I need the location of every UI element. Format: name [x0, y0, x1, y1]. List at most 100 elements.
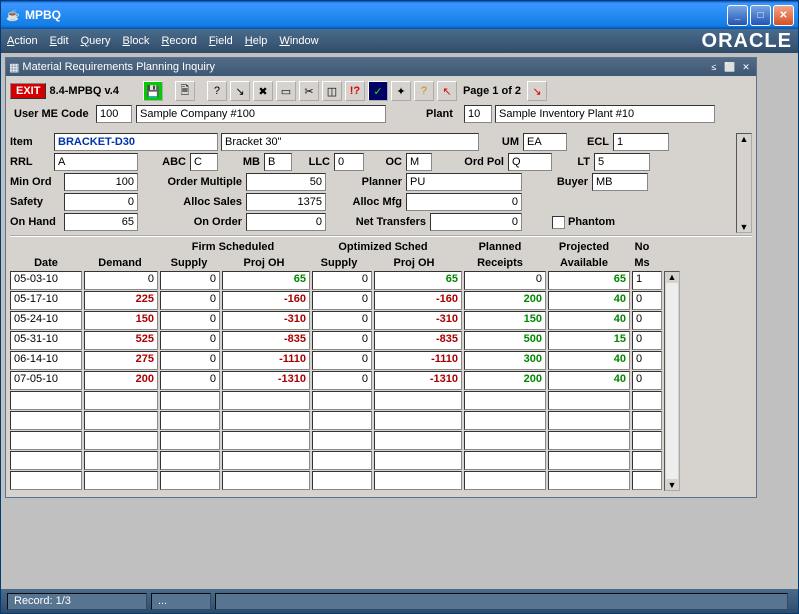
table-cell[interactable]	[312, 411, 372, 430]
table-cell[interactable]: 0	[632, 291, 662, 310]
menu-window[interactable]: Window	[279, 35, 318, 47]
allocsales-input[interactable]	[246, 193, 326, 211]
tb-clear-button[interactable]: ✂	[299, 81, 319, 101]
table-cell[interactable]: -1310	[374, 371, 462, 390]
tb-chart-button[interactable]: ◫	[322, 81, 342, 101]
table-cell[interactable]: 40	[548, 351, 630, 370]
item-desc-input[interactable]	[221, 133, 479, 151]
table-cell[interactable]	[548, 391, 630, 410]
menu-help[interactable]: Help	[245, 35, 268, 47]
table-cell[interactable]: 200	[464, 371, 546, 390]
safety-input[interactable]	[64, 193, 138, 211]
table-row[interactable]: 05-17-102250-1600-160200400	[10, 291, 664, 310]
menu-record[interactable]: Record	[161, 35, 196, 47]
menu-edit[interactable]: Edit	[50, 35, 69, 47]
table-cell[interactable]	[160, 411, 220, 430]
table-cell[interactable]: 0	[160, 271, 220, 290]
table-cell[interactable]: 0	[160, 311, 220, 330]
plant-name-input[interactable]	[495, 105, 715, 123]
table-cell[interactable]: -835	[222, 331, 310, 350]
table-cell[interactable]: 0	[632, 311, 662, 330]
tb-next-page-button[interactable]: ↘	[527, 81, 547, 101]
menu-query[interactable]: Query	[81, 35, 111, 47]
menu-field[interactable]: Field	[209, 35, 233, 47]
table-row[interactable]	[10, 411, 664, 430]
company-input[interactable]	[136, 105, 386, 123]
minimize-button[interactable]: _	[727, 5, 748, 26]
abc-input[interactable]	[190, 153, 218, 171]
table-cell[interactable]	[374, 431, 462, 450]
table-cell[interactable]: 05-17-10	[10, 291, 82, 310]
table-cell[interactable]: 07-05-10	[10, 371, 82, 390]
table-cell[interactable]	[84, 411, 158, 430]
item-input[interactable]	[54, 133, 218, 151]
rrl-input[interactable]	[54, 153, 138, 171]
tb-q-button[interactable]: ?	[414, 81, 434, 101]
table-cell[interactable]	[160, 431, 220, 450]
table-cell[interactable]	[464, 391, 546, 410]
table-cell[interactable]	[10, 471, 82, 490]
maximize-button[interactable]: □	[750, 5, 771, 26]
table-cell[interactable]	[632, 391, 662, 410]
table-row[interactable]	[10, 391, 664, 410]
table-cell[interactable]: -1310	[222, 371, 310, 390]
table-cell[interactable]	[464, 431, 546, 450]
table-cell[interactable]: 150	[464, 311, 546, 330]
table-cell[interactable]	[10, 391, 82, 410]
table-cell[interactable]	[222, 451, 310, 470]
table-cell[interactable]: 0	[632, 371, 662, 390]
item-scrollbar[interactable]: ▲▼	[736, 133, 752, 233]
table-cell[interactable]: 05-31-10	[10, 331, 82, 350]
table-cell[interactable]	[548, 451, 630, 470]
table-cell[interactable]: -835	[374, 331, 462, 350]
exit-button[interactable]: EXIT	[10, 83, 46, 99]
table-cell[interactable]	[464, 471, 546, 490]
menu-action[interactable]: Action	[7, 35, 38, 47]
onhand-input[interactable]	[64, 213, 138, 231]
table-cell[interactable]	[84, 451, 158, 470]
tb-qq-button[interactable]: !?	[345, 81, 365, 101]
table-cell[interactable]: 1	[632, 271, 662, 290]
table-cell[interactable]	[10, 451, 82, 470]
allocmfg-input[interactable]	[406, 193, 522, 211]
table-cell[interactable]	[632, 411, 662, 430]
onorder-input[interactable]	[246, 213, 326, 231]
table-cell[interactable]	[548, 431, 630, 450]
table-cell[interactable]: 40	[548, 291, 630, 310]
table-cell[interactable]: -310	[222, 311, 310, 330]
table-cell[interactable]: 200	[84, 371, 158, 390]
ordmult-input[interactable]	[246, 173, 326, 191]
table-cell[interactable]	[374, 451, 462, 470]
menu-block[interactable]: Block	[123, 35, 150, 47]
table-cell[interactable]	[222, 391, 310, 410]
buyer-input[interactable]	[592, 173, 648, 191]
phantom-checkbox-icon[interactable]	[552, 216, 565, 229]
table-cell[interactable]: 275	[84, 351, 158, 370]
table-cell[interactable]	[84, 471, 158, 490]
tb-flag-button[interactable]: ✓	[368, 81, 388, 101]
close-button[interactable]: ✕	[773, 5, 794, 26]
mb-input[interactable]	[264, 153, 292, 171]
lt-input[interactable]	[594, 153, 650, 171]
print-button[interactable]: 🗎	[175, 81, 195, 101]
table-cell[interactable]	[160, 391, 220, 410]
tb-up-arrow-button[interactable]: ↖	[437, 81, 457, 101]
llc-input[interactable]	[334, 153, 364, 171]
table-cell[interactable]: 06-14-10	[10, 351, 82, 370]
table-cell[interactable]: 300	[464, 351, 546, 370]
table-cell[interactable]: -1110	[222, 351, 310, 370]
table-cell[interactable]: 0	[160, 331, 220, 350]
mdi-max-button[interactable]: ⬜	[723, 60, 737, 74]
tb-del-button[interactable]: ✖	[253, 81, 273, 101]
table-cell[interactable]	[632, 431, 662, 450]
table-row[interactable]: 06-14-102750-11100-1110300400	[10, 351, 664, 370]
table-cell[interactable]	[312, 431, 372, 450]
table-cell[interactable]: 15	[548, 331, 630, 350]
table-cell[interactable]: 65	[222, 271, 310, 290]
oc-input[interactable]	[406, 153, 432, 171]
plant-input[interactable]	[464, 105, 492, 123]
grid-scrollbar[interactable]: ▲▼	[664, 271, 680, 491]
table-row[interactable]: 05-03-1000650650651	[10, 271, 664, 290]
planner-input[interactable]	[406, 173, 522, 191]
table-cell[interactable]	[632, 471, 662, 490]
